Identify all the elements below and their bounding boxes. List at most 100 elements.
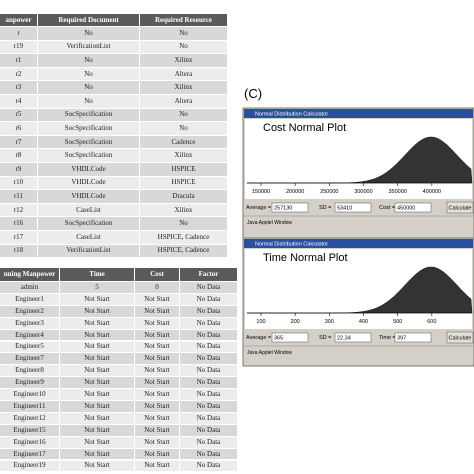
plot-title: Time Normal Plot (263, 252, 348, 264)
field-value: 450000 (397, 206, 415, 212)
table-cell: Engineer15 (0, 424, 59, 436)
table-cell: Not Start (135, 401, 179, 412)
table-header: Required Resource (140, 14, 227, 26)
table-cell: Not Start (135, 412, 179, 424)
axis-tick-label: 500 (393, 319, 402, 325)
table-cell: Not Start (60, 353, 134, 365)
table-cell: Engineer4 (0, 329, 59, 341)
calculate-button-label[interactable]: Calculate (449, 336, 472, 342)
table-cell: No Data (180, 401, 237, 412)
table-cell: No (140, 27, 227, 40)
table-cell: VerificationList (38, 40, 139, 54)
table-cell: r4 (0, 95, 37, 108)
table-cell: Not Start (60, 317, 134, 329)
table-cell: No (38, 95, 139, 108)
axis-tick-label: 200 (291, 319, 300, 325)
table-cell: Not Start (135, 436, 179, 448)
table-cell: Not Start (60, 389, 134, 400)
table-cell: HSPICE, Cadence (140, 244, 227, 258)
table-cell: Engineer12 (0, 412, 59, 424)
table-cell: Dracula (140, 190, 227, 203)
field-label: Average = (246, 335, 271, 341)
table-cell: Engineer10 (0, 389, 59, 400)
table-cell: Engineer5 (0, 341, 59, 353)
table-cell: SocSpecification (38, 122, 139, 135)
table-cell: r19 (0, 40, 37, 54)
table-cell: Not Start (60, 365, 134, 377)
window-title: Normal Distribution Calculator (255, 112, 328, 118)
table-cell: VHDLCode (38, 190, 139, 203)
table-cell: r7 (0, 135, 37, 149)
table-cell: Engineer11 (0, 401, 59, 412)
title-bar (244, 109, 473, 118)
table-cell: No (38, 27, 139, 40)
table-cell: No Data (180, 436, 237, 448)
table-cell: r2 (0, 67, 37, 81)
table-cell: Not Start (60, 377, 134, 389)
field-value: 22.34 (337, 336, 351, 342)
calculate-button[interactable] (446, 331, 474, 344)
table-cell: Not Start (135, 305, 179, 317)
table-cell: Engineer8 (0, 365, 59, 377)
table-cell: No Data (180, 424, 237, 436)
table-cell: No Data (180, 353, 237, 365)
field-label: Cost = (379, 205, 395, 211)
axis-tick-label: 350000 (388, 189, 406, 195)
table-cell: SocSpecification (38, 149, 139, 162)
field-label: Average = (246, 205, 271, 211)
table-cell: Not Start (60, 448, 134, 460)
table-cell: Not Start (135, 365, 179, 377)
table-cell: Not Start (60, 329, 134, 341)
table-cell: No Data (180, 412, 237, 424)
axis-tick-label: 200000 (286, 189, 304, 195)
calculate-button[interactable] (446, 201, 474, 214)
table-cell: CaseList (38, 203, 139, 217)
table-cell: r11 (0, 190, 37, 203)
field-value: 397 (397, 336, 406, 342)
table-cell: Altera (140, 95, 227, 108)
table-cell: No (140, 108, 227, 122)
table-cell: Xilinx (140, 54, 227, 67)
axis-tick-label: 100 (256, 319, 265, 325)
field-input (271, 202, 309, 213)
field-input (271, 332, 309, 343)
table-cell: Engineer2 (0, 305, 59, 317)
table-cell: r6 (0, 122, 37, 135)
table-header: Cost (135, 268, 179, 281)
axis-tick-label: 300 (325, 319, 334, 325)
table-cell: r10 (0, 176, 37, 190)
title-bar (244, 239, 473, 248)
field-input (394, 202, 432, 213)
table-cell: No (140, 122, 227, 135)
table-cell: 0 (135, 282, 179, 293)
table-cell: Engineer16 (0, 436, 59, 448)
axis-tick-label: 300000 (354, 189, 372, 195)
axis-tick-label: 150000 (252, 189, 270, 195)
table-cell: Not Start (135, 448, 179, 460)
table-cell: No Data (180, 377, 237, 389)
table-cell: No Data (180, 389, 237, 400)
table-header: Factor (180, 268, 237, 281)
calculate-button-label[interactable]: Calculate (449, 206, 472, 212)
table-cell: Not Start (135, 377, 179, 389)
table-cell: Engineer7 (0, 353, 59, 365)
table-cell: admin (0, 282, 59, 293)
field-input (334, 202, 372, 213)
table-cell: Not Start (135, 424, 179, 436)
window-title: Normal Distribution Calculator (255, 242, 328, 248)
axis-tick-label: 400000 (423, 189, 441, 195)
table-cell: r8 (0, 149, 37, 162)
table-cell: VHDLCode (38, 176, 139, 190)
table-cell: No Data (180, 448, 237, 460)
table-cell: No (140, 40, 227, 54)
field-value: 257130 (274, 206, 292, 212)
table-cell: Not Start (60, 412, 134, 424)
field-input (394, 332, 432, 343)
table-cell: r16 (0, 217, 37, 230)
field-label: SD = (319, 205, 331, 211)
table-cell: Not Start (60, 341, 134, 353)
table-cell: Not Start (135, 341, 179, 353)
table-header: anpower (0, 14, 37, 26)
